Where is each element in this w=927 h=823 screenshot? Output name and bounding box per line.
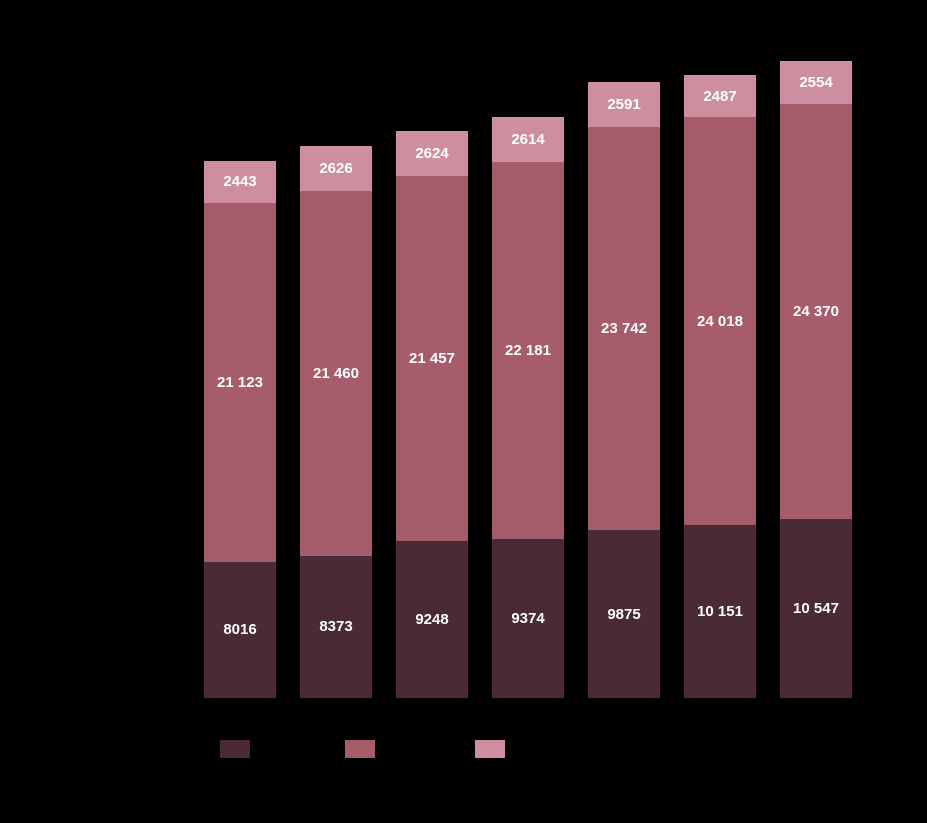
y-tick-label: 30 000 [60,182,185,199]
y-tick-label: 20 000 [60,352,185,369]
legend-swatch [220,740,250,758]
bar-value-label: 2591 [607,96,640,113]
x-tick-label: 2013 [797,708,830,725]
legend-swatch [345,740,375,758]
legend-label: Foreign [515,741,570,758]
bar-segment-public: 10 547 [780,519,852,698]
bar-value-label: 24 018 [697,313,743,330]
bar-value-label: 2443 [223,173,256,190]
y-tick-label: 0 [60,692,185,709]
bar-segment-public: 9374 [492,539,564,698]
bar-segment-private: 23 742 [588,127,660,531]
x-tick-label: 2010 [509,708,542,725]
bar-value-label: 22 181 [505,342,551,359]
bar-segment-public: 9875 [588,530,660,698]
bar-segment-private: 21 460 [300,191,372,556]
bar-value-label: 9248 [415,611,448,628]
bar-value-label: 8373 [319,618,352,635]
x-tick-label: 2011 [606,708,639,725]
x-tick-label: 2007 [221,708,254,725]
bar-value-label: 9875 [607,606,640,623]
y-tick-label: 5 000 [60,607,185,624]
legend-label: Public [260,741,305,758]
legend-label: Private [385,741,435,758]
bar-segment-private: 24 018 [684,117,756,525]
bar-segment-foreign: 2554 [780,61,852,104]
bar-value-label: 21 460 [313,365,359,382]
legend-item-private: Private [345,740,435,758]
bar-segment-private: 21 457 [396,176,468,541]
bar-value-label: 21 123 [217,374,263,391]
legend-item-foreign: Foreign [475,740,570,758]
bar-segment-foreign: 2487 [684,75,756,117]
bar-value-label: 21 457 [409,350,455,367]
plot-area: 8016 21 123 2443 8373 21 460 2626 9248 21 457 26… [190,20,880,700]
bar-value-label: 8016 [223,621,256,638]
bar-value-label: 9374 [511,610,544,627]
y-tick-label: 40 000 [60,12,185,29]
bar-value-label: 23 742 [601,320,647,337]
bar-segment-public: 8373 [300,556,372,698]
y-tick-label: 15 000 [60,437,185,454]
bar-segment-foreign: 2614 [492,117,564,161]
x-tick-label: 2008 [317,708,350,725]
x-tick-label: 2009 [413,708,446,725]
bar-segment-foreign: 2591 [588,82,660,126]
bar-segment-foreign: 2443 [204,161,276,203]
bar-value-label: 2624 [415,145,448,162]
bar-value-label: 2614 [511,131,544,148]
bar-segment-public: 9248 [396,541,468,698]
y-tick-label: 10 000 [60,522,185,539]
bar-segment-public: 10 151 [684,525,756,698]
bar-segment-public: 8016 [204,562,276,698]
bar-value-label: 10 547 [793,600,839,617]
stacked-bar-chart: 0 5 000 10 000 15 000 20 000 25 000 30 000 35 0… [60,20,880,720]
bar-value-label: 10 151 [697,603,743,620]
bar-value-label: 2554 [799,74,832,91]
bar-value-label: 24 370 [793,303,839,320]
bar-value-label: 2487 [703,88,736,105]
bar-segment-foreign: 2626 [300,146,372,191]
bar-segment-private: 24 370 [780,104,852,518]
legend-swatch [475,740,505,758]
bar-segment-private: 22 181 [492,162,564,539]
legend-item-public: Public [220,740,305,758]
legend: Public Private Foreign [220,740,570,758]
y-tick-label: 35 000 [60,97,185,114]
x-tick-label: 2012 [701,708,734,725]
bar-segment-foreign: 2624 [396,131,468,176]
y-tick-label: 25 000 [60,267,185,284]
bar-value-label: 2626 [319,160,352,177]
bar-segment-private: 21 123 [204,203,276,562]
